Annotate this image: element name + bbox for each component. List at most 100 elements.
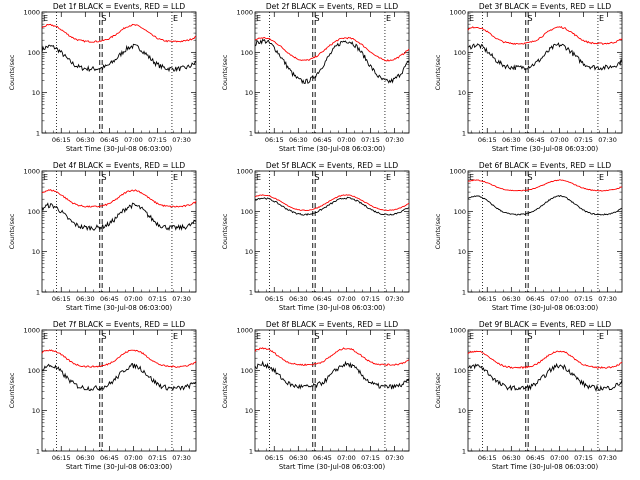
event-marker-label: E [599,332,604,341]
x-tick-label: 07:30 [385,295,404,303]
y-tick-label: 1 [249,289,253,297]
plot-frame [254,170,410,293]
x-tick-label: 06:30 [502,295,521,303]
events-series-line [467,194,623,216]
event-marker-label: E [173,332,178,341]
x-tick-label: 06:45 [526,454,545,462]
events-series-line [467,362,623,392]
x-tick-label: 07:15 [574,136,593,144]
y-tick-label: 1000 [236,168,253,176]
x-tick-label: 06:45 [100,454,119,462]
y-tick-label: 1000 [449,327,466,335]
chart-title: Det 7f BLACK = Events, RED = LLD [53,320,186,329]
x-tick-label: 07:00 [124,136,143,144]
chart-title: Det 2f BLACK = Events, RED = LLD [266,2,399,11]
x-tick-label: 07:00 [550,295,569,303]
y-tick-label: 10 [32,407,40,415]
y-tick-label: 1 [462,448,466,456]
chart-panel-3: Det 3f BLACK = Events, RED = LLD 1 10 100 10… [434,2,623,153]
y-tick-label: 100 [241,49,253,57]
y-tick-label: 1000 [23,168,40,176]
x-tick-label: 06:30 [76,136,95,144]
x-tick-label: 07:00 [124,454,143,462]
y-tick-label: 100 [454,367,466,375]
chart-title: Det 1f BLACK = Events, RED = LLD [53,2,186,11]
x-axis-label: Start Time (30-Jul-08 06:03:00) [279,304,386,312]
event-marker-label: E [469,173,474,182]
x-tick-label: 07:30 [172,136,191,144]
y-axis-label: Counts/sec [8,54,16,90]
x-tick-label: 07:30 [598,454,617,462]
plot-frame [41,11,197,134]
event-marker-label: S [528,173,533,182]
event-marker-label: S [315,332,320,341]
y-axis-label: Counts/sec [221,372,229,408]
y-tick-label: 10 [245,407,253,415]
y-tick-label: 1000 [449,168,466,176]
event-marker-label: E [43,332,48,341]
event-marker-label: E [256,173,261,182]
x-tick-label: 07:15 [574,295,593,303]
x-axis-label: Start Time (30-Jul-08 06:03:00) [66,463,173,471]
x-tick-label: 07:15 [574,454,593,462]
event-marker-label: E [386,14,391,23]
x-tick-label: 07:00 [337,295,356,303]
y-tick-label: 1 [36,448,40,456]
events-series-line [254,360,410,390]
x-tick-label: 06:30 [289,454,308,462]
event-marker-label: S [528,14,533,23]
event-marker-label: E [173,173,178,182]
lld-series-line [467,350,623,370]
y-tick-label: 100 [28,367,40,375]
event-marker-label: E [599,14,604,23]
event-marker-label: E [173,14,178,23]
y-tick-label: 1000 [23,9,40,17]
y-tick-label: 1 [36,289,40,297]
events-series-line [254,196,410,216]
x-tick-label: 06:30 [289,136,308,144]
y-tick-label: 10 [458,248,466,256]
event-marker-label: E [43,173,48,182]
plot-frame [467,170,623,293]
chart-panel-7: Det 7f BLACK = Events, RED = LLD 1 10 100 10… [8,320,197,471]
events-series-line [41,43,197,73]
event-marker-label: E [386,173,391,182]
x-tick-label: 06:15 [52,295,71,303]
x-tick-label: 06:15 [265,295,284,303]
y-axis-label: Counts/sec [434,54,442,90]
event-marker-label: E [469,332,474,341]
x-tick-label: 06:45 [100,295,119,303]
chart-title: Det 5f BLACK = Events, RED = LLD [266,161,399,170]
y-tick-label: 1 [462,130,466,138]
x-axis-label: Start Time (30-Jul-08 06:03:00) [492,463,599,471]
event-marker-label: S [102,332,107,341]
y-tick-label: 10 [32,248,40,256]
event-marker-label: S [102,173,107,182]
events-series-line [41,202,197,232]
y-tick-label: 100 [28,208,40,216]
y-tick-label: 1000 [236,9,253,17]
y-tick-label: 100 [241,367,253,375]
event-marker-label: E [256,332,261,341]
x-tick-label: 06:45 [313,295,332,303]
chart-title: Det 4f BLACK = Events, RED = LLD [53,161,186,170]
y-tick-label: 100 [28,49,40,57]
x-tick-label: 06:15 [265,454,284,462]
y-tick-label: 10 [458,407,466,415]
lld-series-line [254,347,410,367]
lld-series-line [41,23,197,43]
lld-series-line [467,26,623,46]
y-tick-label: 100 [454,208,466,216]
y-axis-label: Counts/sec [221,213,229,249]
event-marker-label: S [102,14,107,23]
lld-series-line [41,188,197,208]
x-axis-label: Start Time (30-Jul-08 06:03:00) [492,145,599,153]
x-tick-label: 07:15 [361,136,380,144]
x-tick-label: 06:45 [526,295,545,303]
lld-series-line [254,36,410,62]
y-tick-label: 1000 [23,327,40,335]
event-marker-label: E [386,332,391,341]
chart-panel-8: Det 8f BLACK = Events, RED = LLD 1 10 100 10… [221,320,410,471]
x-tick-label: 06:30 [289,295,308,303]
x-tick-label: 07:15 [148,295,167,303]
